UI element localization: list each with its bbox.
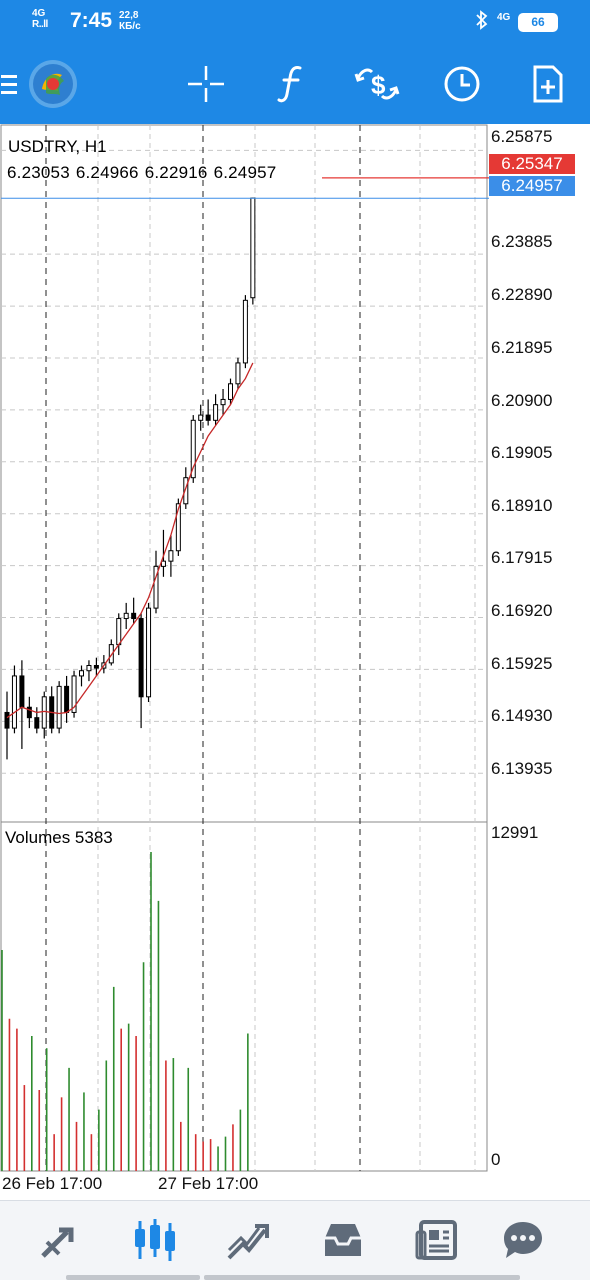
network-indicator: 4G R..ll — [32, 8, 48, 30]
price-tick: 6.18910 — [491, 496, 553, 515]
gesture-bar-segment — [66, 1275, 200, 1280]
candle-body — [190, 419, 196, 479]
price-chart[interactable]: USDTRY, H1 6.23053 6.24966 6.22916 6.24957 … — [0, 124, 590, 1200]
price-tick: 6.16920 — [491, 601, 553, 620]
price-tick: 6.17915 — [491, 548, 553, 567]
candle-body — [168, 550, 174, 562]
chart-icon[interactable] — [130, 1215, 180, 1265]
svg-text:$: $ — [371, 70, 386, 100]
chart-canvas[interactable] — [0, 124, 590, 1200]
candle-body — [242, 299, 248, 364]
candle-body — [71, 675, 77, 713]
time-tick: 26 Feb 17:00 — [2, 1174, 103, 1193]
chat-icon[interactable] — [498, 1215, 548, 1265]
candle-body — [93, 664, 99, 669]
candle-body — [198, 414, 204, 421]
candle-body — [108, 644, 114, 664]
candle-body — [160, 560, 166, 567]
price-tick: 6.25875 — [491, 127, 553, 146]
price-tick: 6.15925 — [491, 654, 553, 673]
candle-body — [86, 664, 92, 672]
moving-average-line — [6, 362, 254, 719]
crosshair-icon[interactable] — [182, 44, 230, 124]
candle-body — [56, 685, 62, 729]
candle-body — [228, 383, 233, 400]
inbox-icon[interactable] — [318, 1215, 368, 1265]
menu-icon[interactable] — [0, 44, 20, 124]
candle-body — [34, 717, 40, 729]
ohlc-open: 6.23053 — [7, 163, 70, 182]
candle-body — [153, 565, 159, 609]
candle-body — [183, 477, 189, 505]
new-order-icon[interactable] — [524, 44, 572, 124]
trade-icon[interactable]: $ — [352, 44, 402, 124]
volume-indicator-label: Volumes 5383 — [5, 828, 113, 847]
clock-time: 7:45 — [70, 9, 113, 32]
candle-body — [138, 618, 144, 698]
price-tick: 6.19905 — [491, 443, 553, 462]
news-icon[interactable] — [412, 1215, 462, 1265]
price-tick: 6.23885 — [491, 232, 553, 251]
bottom-navigation — [0, 1200, 590, 1280]
price-tick: 6.14930 — [491, 706, 553, 725]
ohlc-close: 6.24957 — [213, 163, 277, 182]
time-tick: 27 Feb 17:00 — [158, 1174, 259, 1193]
bluetooth-icon — [475, 10, 489, 35]
ohlc-low: 6.22916 — [144, 163, 208, 182]
data-speed: 22,8 КБ/с — [119, 10, 141, 32]
candle-body — [250, 197, 256, 299]
price-tick: 6.21895 — [491, 338, 553, 357]
ask-price-tag: 6.25347 — [489, 154, 575, 174]
price-tick: 6.22890 — [491, 285, 553, 304]
toolbar: $ — [0, 44, 590, 124]
candle-body — [205, 414, 211, 421]
price-tick: 6.20900 — [491, 391, 553, 410]
ohlc-readout: 6.23053 6.24966 6.22916 6.24957 — [7, 163, 282, 183]
chart-symbol: USDTRY, H1 — [8, 137, 107, 156]
indicators-icon[interactable] — [268, 44, 314, 124]
candle-body — [41, 696, 47, 729]
bid-price-tag: 6.24957 — [489, 176, 575, 196]
ohlc-high: 6.24966 — [75, 163, 139, 182]
candle-body — [213, 404, 219, 421]
volume-pane-frame — [0, 821, 488, 1172]
secondary-network: 4G — [497, 12, 511, 23]
candle-body — [116, 618, 122, 646]
candle-body — [235, 362, 241, 385]
candle-body — [64, 685, 70, 713]
trade-history-icon[interactable] — [222, 1215, 272, 1265]
candle-body — [19, 675, 25, 708]
quotes-icon[interactable] — [34, 1215, 84, 1265]
battery-icon: 66 — [518, 13, 558, 32]
candle-body — [175, 503, 181, 552]
candle-body — [79, 670, 84, 677]
clock-icon[interactable] — [438, 44, 486, 124]
candle-body — [131, 612, 137, 620]
volume-max-tick: 12991 — [491, 823, 539, 842]
candle-body — [123, 612, 129, 620]
gesture-bar-segment — [204, 1275, 520, 1280]
candle-body — [4, 711, 10, 729]
metatrader-logo[interactable] — [26, 44, 80, 124]
candle-body — [11, 675, 17, 729]
candle-body — [26, 706, 32, 719]
candle-body — [146, 607, 152, 698]
price-tick: 6.13935 — [491, 759, 553, 778]
status-bar: 4G R..ll 7:45 22,8 КБ/с 4G 66 — [0, 0, 590, 44]
candle-body — [220, 398, 226, 406]
volume-min-tick: 0 — [491, 1150, 501, 1169]
